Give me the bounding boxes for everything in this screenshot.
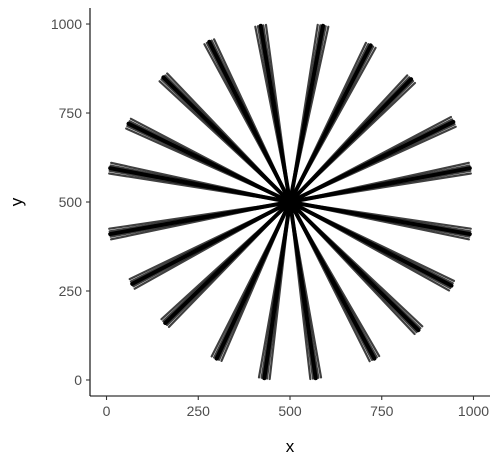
spoke-2-stroke-5 xyxy=(288,46,377,204)
spokes-group xyxy=(108,23,472,381)
spoke-3 xyxy=(288,74,417,204)
y-tick-label-750: 750 xyxy=(59,105,83,121)
y-tick-label-0: 0 xyxy=(74,372,82,388)
spoke-5 xyxy=(288,161,472,204)
spoke-4-stroke-5 xyxy=(288,125,457,204)
spoke-15 xyxy=(108,200,292,241)
spoke-10-stroke-5 xyxy=(288,200,312,381)
spoke-19-stroke-5 xyxy=(212,38,292,204)
spoke-12 xyxy=(210,200,292,363)
y-ticks-group: 0 250 500 750 1000 xyxy=(51,16,90,388)
spoke-18 xyxy=(158,72,292,204)
spoke-15-stroke-5 xyxy=(108,200,292,230)
spoke-4 xyxy=(288,115,457,204)
spoke-6-stroke-5 xyxy=(288,200,470,241)
y-tick-label-250: 250 xyxy=(59,283,83,299)
spoke-1-stroke-5 xyxy=(288,25,330,204)
spoke-19 xyxy=(203,38,292,204)
spoke-11 xyxy=(257,200,292,381)
y-tick-label-1000: 1000 xyxy=(51,16,82,32)
y-tick-label-500: 500 xyxy=(59,194,83,210)
spoke-3-stroke-5 xyxy=(288,81,417,204)
spoke-7 xyxy=(288,200,456,292)
spoke-5-stroke-5 xyxy=(288,172,472,204)
spoke-16-stroke-5 xyxy=(110,161,292,204)
spoke-13-stroke-5 xyxy=(160,200,292,321)
spoke-20-stroke-5 xyxy=(264,23,292,204)
spoke-7-stroke-5 xyxy=(288,200,451,292)
spoke-1 xyxy=(288,23,330,204)
spoke-6 xyxy=(288,200,472,241)
spoke-9 xyxy=(288,200,381,363)
spoke-17-stroke-5 xyxy=(129,117,292,204)
spoke-17 xyxy=(125,117,292,204)
spoke-9-stroke-5 xyxy=(288,200,371,363)
spoke-16 xyxy=(108,161,292,204)
spoke-20 xyxy=(254,23,292,204)
x-tick-label-500: 500 xyxy=(278,403,302,419)
spoke-8-stroke-5 xyxy=(288,200,416,336)
x-ticks-group: 0 250 500 750 1000 xyxy=(103,396,489,419)
x-tick-label-750: 750 xyxy=(370,403,394,419)
spoke-8 xyxy=(288,200,424,336)
x-tick-label-1000: 1000 xyxy=(458,403,489,419)
spoke-10 xyxy=(288,200,323,381)
spoke-18-stroke-5 xyxy=(166,72,292,204)
spoke-14 xyxy=(128,200,292,290)
x-tick-label-0: 0 xyxy=(103,403,111,419)
spoke-2 xyxy=(288,41,377,204)
y-axis-title: y xyxy=(7,197,26,206)
spoke-12-stroke-5 xyxy=(210,200,292,358)
spoke-11-stroke-5 xyxy=(257,200,292,379)
spoke-14-stroke-5 xyxy=(128,200,292,281)
x-tick-label-250: 250 xyxy=(187,403,211,419)
spoke-13 xyxy=(160,200,292,329)
spoke-hub xyxy=(281,193,299,211)
x-axis-title: x xyxy=(286,437,295,456)
